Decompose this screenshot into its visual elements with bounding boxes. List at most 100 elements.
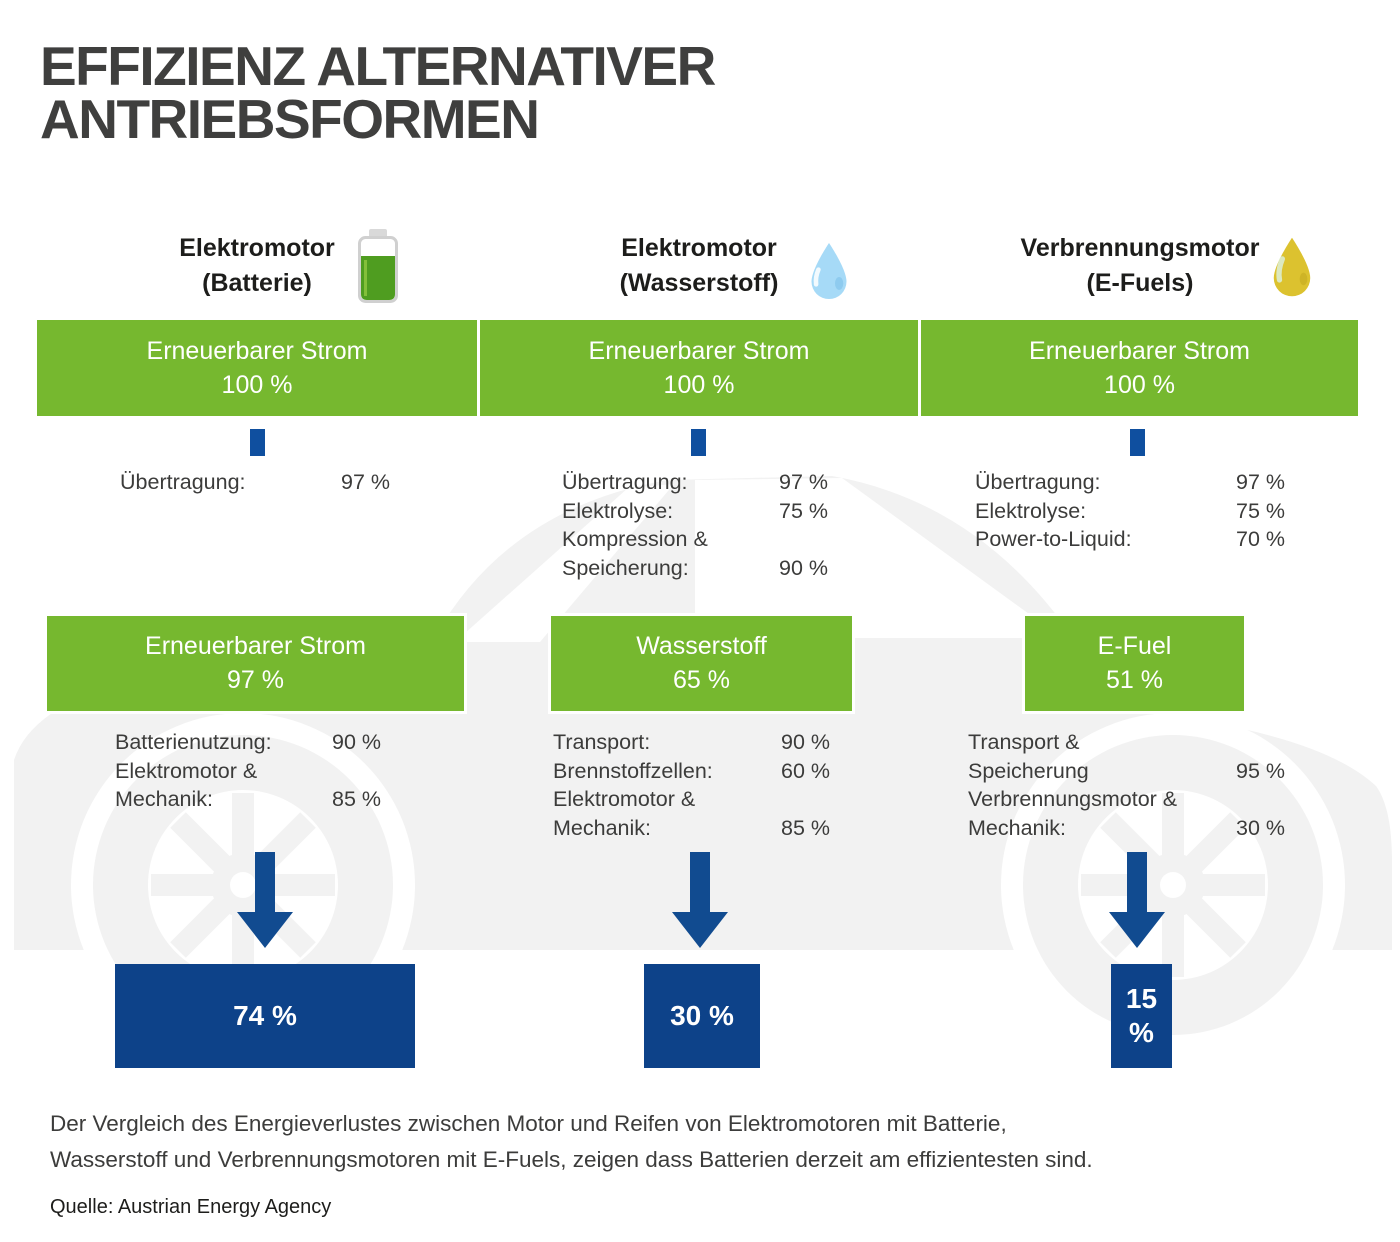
source-box-value: 100 % xyxy=(1104,370,1175,399)
connector-rect xyxy=(691,429,706,456)
source-box-label: Erneuerbarer Strom xyxy=(1029,336,1250,365)
water-drop-icon xyxy=(811,242,847,300)
loss-value: 85 % xyxy=(780,815,830,840)
arrow-shaft xyxy=(690,852,710,912)
result-value: 30 % xyxy=(670,1000,734,1031)
loss-row: Elektromotor & xyxy=(115,757,381,786)
stage1-losses-batterie: Übertragung: 97 % xyxy=(120,468,390,497)
loss-value: 75 % xyxy=(778,498,828,523)
loss-value: 30 % xyxy=(1235,815,1285,840)
column-name-line1: Elektromotor xyxy=(179,234,335,262)
mid-box-label: Erneuerbarer Strom xyxy=(145,632,366,660)
loss-row: Speicherung: 90 % xyxy=(562,554,828,583)
loss-row: Transport: 90 % xyxy=(553,728,830,757)
loss-value: 95 % xyxy=(1235,758,1285,783)
loss-row: Übertragung: 97 % xyxy=(562,468,828,497)
loss-row: Verbrennungsmotor & xyxy=(968,785,1285,814)
loss-label: Mechanik: xyxy=(553,815,651,840)
stage2-losses-wasserstoff: Transport: 90 % Brennstoffzellen: 60 % E… xyxy=(553,728,830,842)
loss-row: Kompression & xyxy=(562,525,828,554)
mid-box-value: 51 % xyxy=(1106,666,1163,694)
loss-value: 90 % xyxy=(331,730,381,754)
loss-row: Übertragung: 97 % xyxy=(120,468,390,497)
fuel-drop-icon xyxy=(1273,237,1311,297)
loss-label: Brennstoffzellen: xyxy=(553,758,713,783)
loss-row: Power-to-Liquid: 70 % xyxy=(975,525,1285,554)
loss-label: Mechanik: xyxy=(968,815,1066,840)
loss-row: Elektrolyse: 75 % xyxy=(562,497,828,526)
column-name-line1: Verbrennungsmotor xyxy=(1020,234,1260,262)
page-title-line1: EFFIZIENZ ALTERNATIVER xyxy=(40,35,716,97)
loss-row: Transport & xyxy=(968,728,1285,757)
mid-box-label: Wasserstoff xyxy=(636,632,767,660)
connector-rect xyxy=(250,429,265,456)
loss-value: 97 % xyxy=(1235,470,1285,494)
mid-box-efuels: E-Fuel 51 % xyxy=(1022,613,1247,714)
column-name-line2: (E-Fuels) xyxy=(1086,269,1194,297)
loss-value: 90 % xyxy=(778,555,828,580)
arrow-head xyxy=(237,912,293,948)
column-name-line1: Elektromotor xyxy=(621,234,777,262)
mid-box-label: E-Fuel xyxy=(1097,632,1172,660)
loss-value: 90 % xyxy=(780,730,830,754)
loss-label: Kompression & xyxy=(562,527,708,551)
loss-value: 85 % xyxy=(331,787,381,811)
stage1-losses-wasserstoff: Übertragung: 97 % Elektrolyse: 75 % Komp… xyxy=(562,468,828,582)
loss-label: Elektrolyse: xyxy=(562,498,674,523)
loss-row: Mechanik: 30 % xyxy=(968,814,1285,843)
loss-value: 97 % xyxy=(778,470,828,494)
result-value: 74 % xyxy=(233,1000,297,1031)
loss-label: Transport & xyxy=(968,730,1080,754)
arrow-head xyxy=(672,912,728,948)
footer-line1: Der Vergleich des Energieverlustes zwisc… xyxy=(50,1111,1007,1136)
stage2-losses-batterie: Batterienutzung: 90 % Elektromotor & Mec… xyxy=(115,728,381,814)
down-arrow-efuels xyxy=(1109,852,1165,948)
loss-label: Elektromotor & xyxy=(553,787,696,811)
loss-row: Batterienutzung: 90 % xyxy=(115,728,381,757)
column-header-efuels: Verbrennungsmotor (E-Fuels) xyxy=(920,231,1360,301)
source-box-efuels: Erneuerbarer Strom 100 % xyxy=(921,320,1358,416)
arrow-head xyxy=(1109,912,1165,948)
mid-box-wasserstoff: Wasserstoff 65 % xyxy=(548,613,855,714)
source-box-wasserstoff: Erneuerbarer Strom 100 % xyxy=(480,320,918,416)
mid-box-value: 65 % xyxy=(673,666,730,694)
down-arrow-batterie xyxy=(237,852,293,948)
column-header-batterie: Elektromotor (Batterie) xyxy=(37,231,477,301)
arrow-shaft xyxy=(255,852,275,912)
loss-row: Mechanik: 85 % xyxy=(553,814,830,843)
mid-box-batterie: Erneuerbarer Strom 97 % xyxy=(44,613,467,714)
source-box-value: 100 % xyxy=(221,370,293,399)
result-box-efuels: 15 % xyxy=(1111,964,1172,1068)
loss-label: Speicherung: xyxy=(562,555,689,580)
loss-row: Elektrolyse: 75 % xyxy=(975,497,1285,526)
loss-label: Mechanik: xyxy=(115,787,213,811)
connector-rect xyxy=(1130,429,1145,456)
result-box-batterie: 74 % xyxy=(115,964,415,1068)
column-name-line2: (Batterie) xyxy=(202,269,312,297)
battery-icon xyxy=(358,229,398,303)
loss-label: Übertragung: xyxy=(120,470,246,494)
loss-value: 75 % xyxy=(1235,498,1285,523)
footer-description: Der Vergleich des Energieverlustes zwisc… xyxy=(50,1106,1260,1178)
result-value: 15 % xyxy=(1125,983,1158,1048)
stage1-losses-efuels: Übertragung: 97 % Elektrolyse: 75 % Powe… xyxy=(975,468,1285,554)
loss-label: Power-to-Liquid: xyxy=(975,527,1132,551)
source-box-value: 100 % xyxy=(663,370,735,399)
loss-label: Elektromotor & xyxy=(115,758,258,783)
arrow-shaft xyxy=(1127,852,1147,912)
column-name-line2: (Wasserstoff) xyxy=(619,269,779,297)
source-credit: Quelle: Austrian Energy Agency xyxy=(50,1196,332,1218)
down-arrow-wasserstoff xyxy=(672,852,728,948)
loss-row: Elektromotor & xyxy=(553,785,830,814)
loss-label: Speicherung xyxy=(968,758,1089,783)
loss-row: Übertragung: 97 % xyxy=(975,468,1285,497)
loss-value: 60 % xyxy=(780,758,830,783)
loss-label: Transport: xyxy=(553,730,651,754)
result-box-wasserstoff: 30 % xyxy=(644,964,760,1068)
loss-row: Speicherung 95 % xyxy=(968,757,1285,786)
loss-label: Elektrolyse: xyxy=(975,498,1087,523)
loss-row: Brennstoffzellen: 60 % xyxy=(553,757,830,786)
loss-row: Mechanik: 85 % xyxy=(115,785,381,814)
loss-value: 70 % xyxy=(1235,527,1285,551)
